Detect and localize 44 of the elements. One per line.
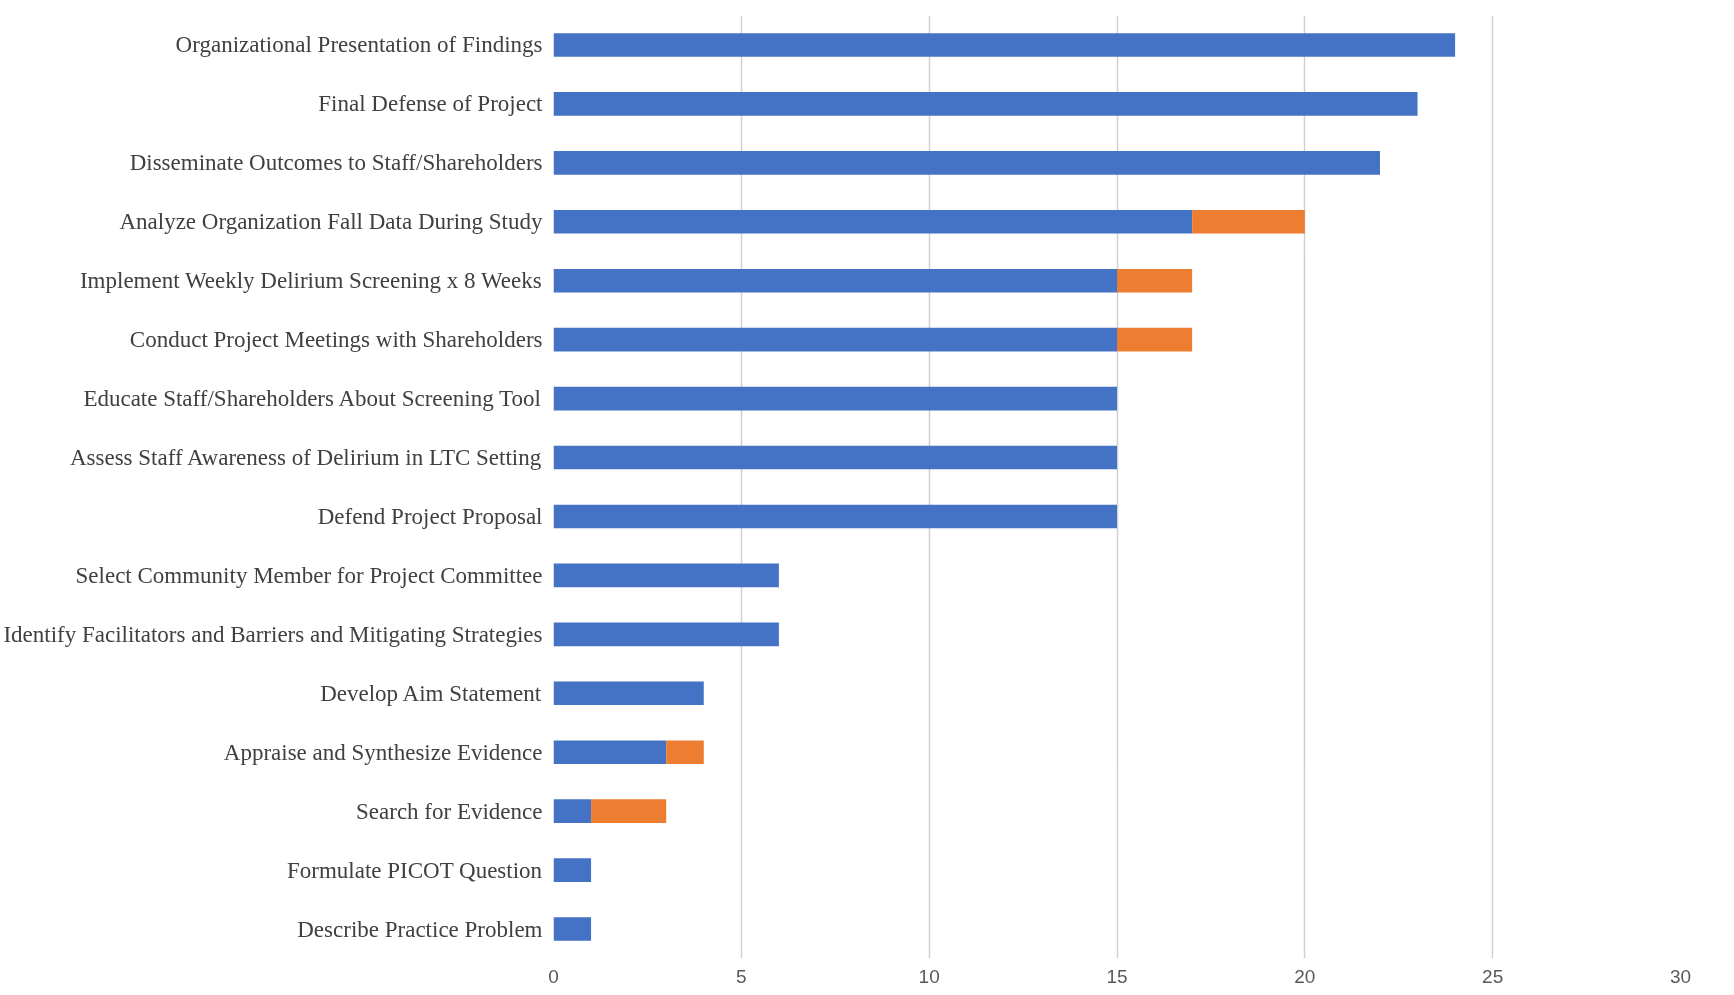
y-tick-label: Educate Staff/Shareholders About Screening Tool [83,386,541,412]
bar [553,504,1117,529]
bar [553,917,592,941]
bar [553,445,1117,470]
y-tick-label: Conduct Project Meetings with Shareholders [129,327,543,353]
x-tick-label: 5 [736,965,747,987]
y-tick-label: Search for Evidence [356,798,543,824]
bar [553,681,704,706]
y-tick-label: Formulate PICOT Question [286,857,543,883]
bar [553,740,667,765]
x-tick-label: 20 [1294,965,1316,987]
bar [553,563,779,588]
x-tick-label: 30 [1669,965,1692,987]
x-tick-label: 10 [918,965,940,987]
y-tick-label: Assess Staff Awareness of Delirium in LTC Setting [69,445,542,471]
bar [553,268,1117,293]
bar [591,799,667,823]
y-tick-label: Select Community Member for Project Committee [75,562,543,588]
bar [553,92,1418,116]
x-tick-label: 15 [1106,965,1128,987]
y-tick-label: Organizational Presentation of Findings [175,32,543,58]
bar [1117,268,1193,293]
bar [553,799,592,823]
y-tick-label: Analyze Organization Fall Data During Study [119,209,543,235]
bar [666,740,704,765]
bar [553,33,1456,57]
bar [553,622,779,647]
y-tick-label: Defend Project Proposal [317,503,543,529]
bar [553,209,1193,234]
y-tick-label: Identify Facilitators and Barriers and Mitigating Strategies [3,621,543,647]
y-tick-label: Final Defense of Project [318,91,544,117]
y-tick-label: Appraise and Synthesize Evidence [223,739,543,765]
bar [553,151,1380,175]
y-tick-label: Disseminate Outcomes to Staff/Shareholders [129,150,543,176]
y-tick-label: Develop Aim Statement [320,680,542,706]
x-tick-label: 0 [548,965,559,987]
bar [553,327,1117,352]
bar [553,858,592,882]
bar [1192,209,1305,234]
y-tick-label: Describe Practice Problem [297,916,543,942]
y-tick-label: Implement Weekly Delirium Screening x 8 Weeks [79,268,542,294]
bar [1117,327,1193,352]
bar [553,386,1117,411]
x-tick-label: 25 [1482,965,1504,987]
